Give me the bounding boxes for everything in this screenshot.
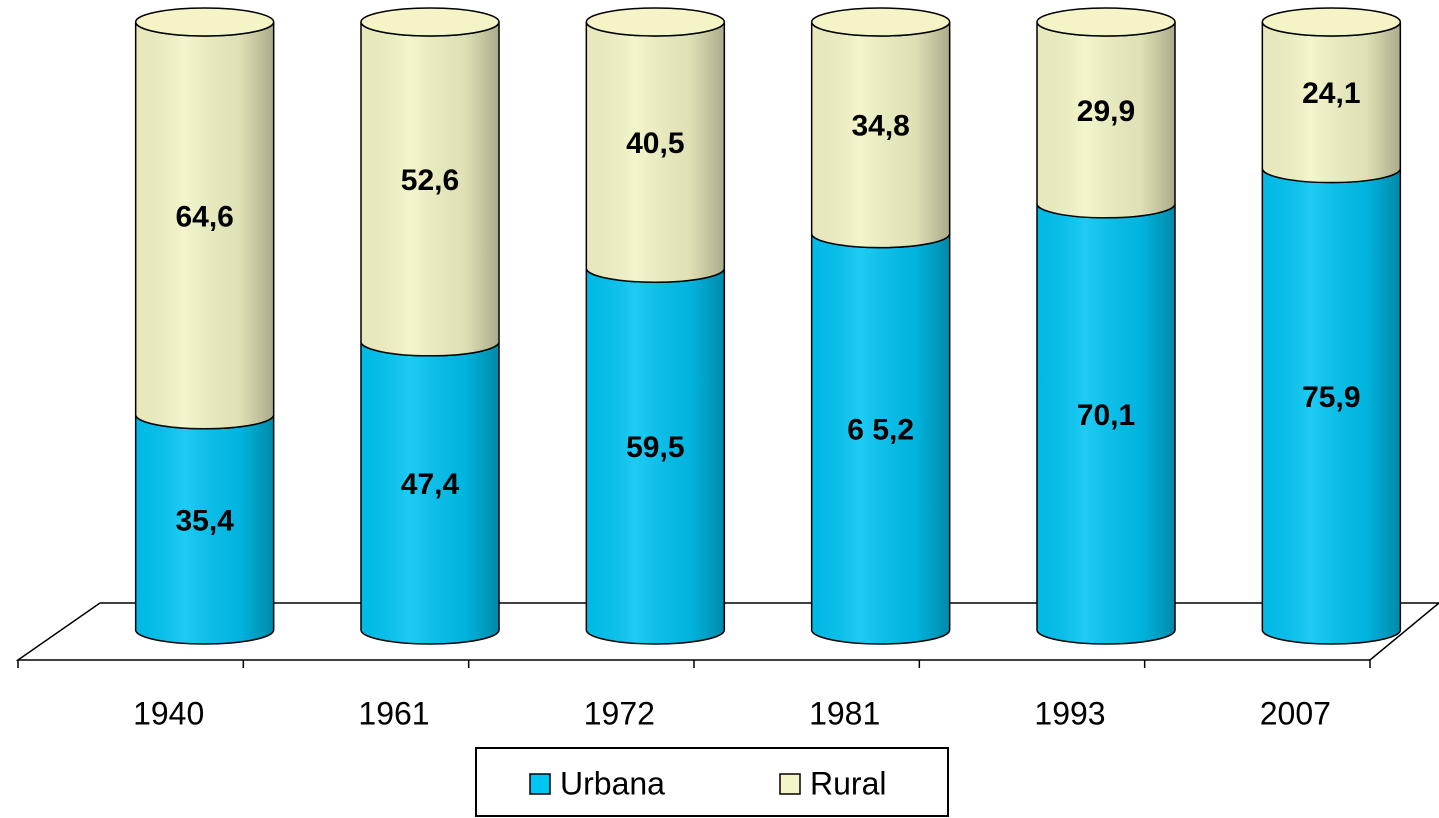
shading: [1262, 168, 1401, 645]
data-label: 64,6: [175, 200, 233, 233]
data-label: 6 5,2: [847, 414, 914, 447]
data-label: 70,1: [1077, 399, 1135, 432]
data-label: 52,6: [401, 164, 459, 197]
shading: [135, 414, 274, 644]
data-label: 40,5: [626, 127, 684, 160]
x-tick-label: 1961: [358, 695, 429, 731]
shading: [1037, 22, 1175, 218]
legend-swatch: [779, 773, 801, 795]
shading: [361, 341, 499, 644]
data-label: 75,9: [1302, 381, 1360, 414]
data-label: 34,8: [851, 110, 909, 143]
x-tick-label: 1981: [809, 695, 880, 731]
legend: [475, 747, 949, 817]
x-tick-label: 1940: [133, 695, 204, 731]
cylinder-cap: [1036, 7, 1176, 37]
cylinder-cap: [1261, 7, 1402, 37]
data-label: 47,4: [401, 468, 460, 501]
data-label: 29,9: [1077, 95, 1135, 128]
shading: [361, 22, 499, 356]
cylinder-cap: [134, 7, 275, 37]
shading: [811, 233, 950, 645]
legend-label: Urbana: [560, 765, 665, 801]
data-label: 59,5: [626, 431, 684, 464]
x-tick-label: 1993: [1034, 695, 1105, 731]
legend-label: Rural: [810, 765, 886, 801]
shading: [586, 268, 725, 645]
cylinder-cap: [810, 7, 951, 37]
shading: [1037, 203, 1175, 645]
cylinder-cap: [585, 7, 726, 37]
shading: [1262, 22, 1401, 183]
shading: [135, 22, 274, 429]
cylinder-cap: [360, 7, 500, 37]
x-tick-label: 2007: [1260, 695, 1331, 731]
shading: [811, 22, 950, 248]
shading: [586, 22, 725, 283]
data-label: 35,4: [175, 504, 234, 537]
legend-swatch: [529, 773, 551, 795]
x-tick-label: 1972: [584, 695, 655, 731]
data-label: 24,1: [1302, 77, 1360, 110]
